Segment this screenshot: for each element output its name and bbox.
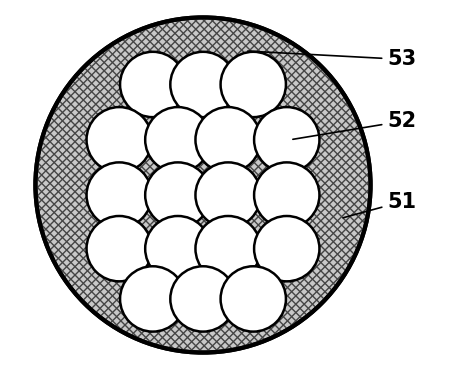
Circle shape <box>195 216 261 281</box>
Circle shape <box>35 17 370 353</box>
Circle shape <box>87 107 152 172</box>
Circle shape <box>145 216 210 281</box>
Circle shape <box>220 52 286 117</box>
Circle shape <box>120 266 185 332</box>
Circle shape <box>170 266 236 332</box>
Circle shape <box>254 162 319 228</box>
Text: 51: 51 <box>343 192 416 218</box>
Circle shape <box>170 52 236 117</box>
Circle shape <box>145 107 210 172</box>
Circle shape <box>254 107 319 172</box>
Text: 53: 53 <box>248 49 416 69</box>
Circle shape <box>220 266 286 332</box>
Circle shape <box>145 162 210 228</box>
Circle shape <box>254 216 319 281</box>
Text: 52: 52 <box>293 111 416 139</box>
Circle shape <box>87 216 152 281</box>
Circle shape <box>195 107 261 172</box>
Circle shape <box>87 162 152 228</box>
Circle shape <box>120 52 185 117</box>
Circle shape <box>195 162 261 228</box>
